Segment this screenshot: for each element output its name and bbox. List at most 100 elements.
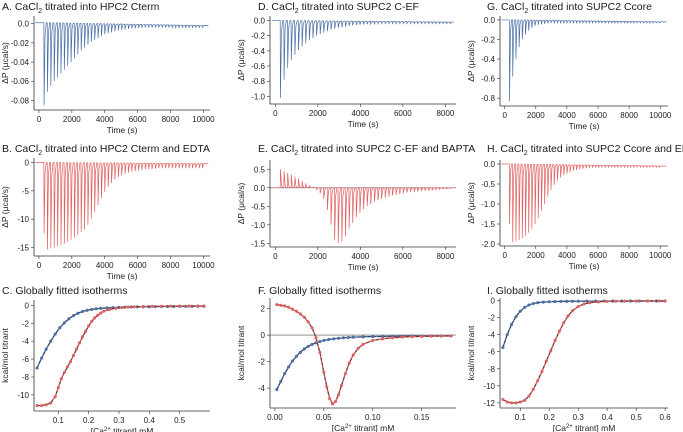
panel-title: C. Globally fitted isotherms bbox=[2, 285, 127, 297]
data-point bbox=[275, 303, 279, 307]
y-tick-label: 0 bbox=[25, 159, 30, 168]
title-part: G. CaCl bbox=[487, 1, 524, 13]
data-point bbox=[333, 399, 338, 403]
title-part: B. CaCl bbox=[2, 143, 38, 155]
data-point bbox=[283, 371, 287, 376]
data-point bbox=[49, 401, 53, 405]
x-axis-label: Time (s) bbox=[348, 119, 379, 129]
data-point bbox=[646, 299, 650, 303]
data-point bbox=[283, 304, 287, 308]
data-point bbox=[565, 299, 569, 303]
fit-curve-dashed bbox=[502, 300, 666, 404]
data-point bbox=[351, 353, 355, 357]
x-tick-label: 0.6 bbox=[660, 413, 672, 422]
data-point bbox=[514, 401, 518, 405]
y-axis-label: ΔP (μcal/s) bbox=[236, 39, 246, 81]
y-tick-label: -0.8 bbox=[481, 94, 495, 103]
x-label-part: titrant] mM bbox=[573, 423, 616, 432]
data-point bbox=[302, 315, 306, 319]
data-point bbox=[102, 309, 106, 313]
y-tick-label: -12 bbox=[483, 399, 495, 408]
x-tick-label: 0.1 bbox=[515, 413, 527, 422]
y-tick-label: 0.5 bbox=[254, 165, 266, 174]
x-tick-label: 6000 bbox=[129, 261, 147, 270]
y-axis-label: kcal/mol titrant bbox=[236, 325, 246, 380]
data-point bbox=[576, 304, 580, 309]
data-point bbox=[85, 308, 89, 312]
x-tick-label: 2000 bbox=[309, 109, 327, 118]
y-tick-label: -4 bbox=[258, 384, 266, 393]
x-tick-label: 2000 bbox=[527, 251, 545, 260]
x-axis-label: Time (s) bbox=[107, 271, 138, 281]
x-tick-label: 6000 bbox=[589, 111, 607, 120]
x-label-part: [Ca bbox=[91, 426, 105, 432]
data-point bbox=[294, 309, 299, 313]
data-point bbox=[410, 335, 414, 339]
x-axis-label: [Ca2+ titrant] mM bbox=[553, 423, 616, 432]
panel-title: A. CaCl2 titrated into HPC2 Cterm bbox=[2, 1, 160, 15]
y-tick-label: 0.0 bbox=[254, 17, 266, 26]
x-label-part: titrant] mM bbox=[352, 423, 395, 432]
title-part: titrated into HPC2 Cterm bbox=[42, 1, 160, 13]
title-part: titrated into HPC2 Cterm and EDTA bbox=[42, 143, 210, 155]
y-tick-label: -0.6 bbox=[251, 62, 265, 71]
panel-title: I. Globally fitted isotherms bbox=[487, 285, 608, 297]
data-point bbox=[196, 304, 200, 308]
data-point bbox=[314, 336, 318, 340]
y-tick-label: -8 bbox=[488, 365, 496, 374]
x-tick-label: 0 bbox=[273, 109, 278, 118]
data-point bbox=[298, 350, 302, 354]
data-point bbox=[536, 301, 540, 305]
data-point bbox=[90, 307, 94, 311]
data-point bbox=[114, 306, 118, 310]
y-tick-label: -1.0 bbox=[251, 92, 265, 101]
data-point bbox=[549, 349, 553, 353]
data-point bbox=[371, 334, 375, 339]
x-tick-label: 4000 bbox=[351, 252, 369, 261]
x-tick-label: 0 bbox=[37, 115, 42, 124]
data-point bbox=[80, 309, 85, 314]
y-tick-label: -0.2 bbox=[251, 32, 265, 41]
data-point bbox=[77, 341, 82, 345]
data-point bbox=[343, 371, 347, 376]
data-point bbox=[588, 301, 592, 305]
data-point bbox=[59, 377, 63, 381]
data-point bbox=[356, 346, 360, 350]
data-point bbox=[501, 397, 505, 402]
data-point bbox=[287, 365, 291, 369]
x-tick-label: 0.5 bbox=[631, 413, 643, 422]
y-axis-label: kcal/mol titrant bbox=[466, 325, 476, 380]
x-tick-label: 0.10 bbox=[365, 413, 381, 422]
x-label-part: [Ca bbox=[553, 423, 567, 432]
y-tick-label: -1.0 bbox=[481, 200, 495, 209]
data-point bbox=[328, 397, 332, 401]
x-tick-label: 0.3 bbox=[573, 413, 585, 422]
data-point bbox=[99, 306, 103, 310]
x-tick-label: 0.4 bbox=[144, 416, 156, 425]
data-point bbox=[400, 335, 404, 339]
fit-curve-dashed bbox=[36, 305, 204, 369]
data-point bbox=[570, 309, 575, 313]
data-point bbox=[518, 400, 522, 404]
data-point bbox=[58, 326, 62, 330]
x-tick-label: 0.00 bbox=[267, 413, 283, 422]
x-label-superscript: 2+ bbox=[345, 424, 352, 430]
fit-curve-dashed bbox=[37, 305, 204, 407]
x-label-part: titrant] mM bbox=[111, 426, 154, 432]
data-point bbox=[287, 305, 291, 309]
data-point bbox=[553, 339, 557, 343]
y-tick-label: -4 bbox=[488, 331, 496, 340]
data-point bbox=[306, 320, 310, 324]
y-axis-label: ΔP (μcal/s) bbox=[0, 42, 10, 84]
data-point bbox=[74, 347, 79, 351]
thermogram-trace bbox=[35, 162, 209, 250]
x-tick-label: 0.2 bbox=[544, 413, 556, 422]
data-point bbox=[279, 379, 283, 384]
y-tick-label: -0.02 bbox=[11, 39, 30, 48]
y-tick-label: -15 bbox=[17, 244, 29, 253]
x-tick-label: 2000 bbox=[527, 111, 545, 120]
data-point bbox=[105, 306, 109, 310]
panel-title: E. CaCl2 titrated into SUPC2 C-EF and BA… bbox=[258, 143, 475, 157]
panel-h: H. CaCl2 titrated into SUPC2 Ccore and E… bbox=[466, 143, 683, 271]
data-point bbox=[141, 304, 145, 309]
